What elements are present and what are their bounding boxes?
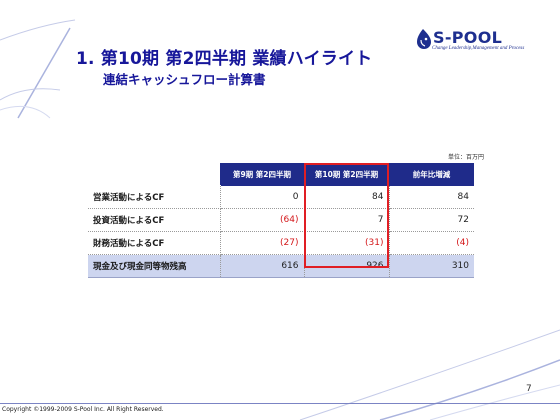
cell-change-value: 84 [389, 185, 474, 209]
cell-prev-value: (64) [220, 208, 305, 232]
cash-flow-table: 第9期 第2四半期 第10期 第2四半期 前年比増減 営業活動によるCF 0 8… [88, 163, 474, 278]
slide-title: 1. 第10期 第2四半期 業績ハイライト [76, 49, 373, 69]
cell-prev-value: (27) [220, 231, 305, 255]
company-logo-text: S-POOL [433, 28, 503, 47]
drop-logo-icon [417, 29, 431, 49]
table-row: 営業活動によるCF 0 84 84 [88, 185, 474, 209]
cell-prev-value: 616 [220, 254, 305, 278]
company-tagline: Change Leadership,Management and Process [432, 46, 525, 51]
table-total-row: 現金及び現金同等物残高 616 926 310 [88, 254, 474, 278]
header-cell-yoy-change: 前年比増減 [389, 163, 474, 186]
cell-current-value: 7 [304, 208, 390, 232]
cell-change-value: 72 [389, 208, 474, 232]
row-label: 財務活動によるCF [88, 231, 221, 255]
cell-change-value: 310 [389, 254, 474, 278]
copyright-text: Copyright ©1999-2009 S-Pool Inc. All Rig… [2, 406, 164, 413]
cell-current-value: 926 [304, 254, 390, 278]
row-label: 営業活動によるCF [88, 185, 221, 209]
table-row: 投資活動によるCF (64) 7 72 [88, 208, 474, 232]
table-row: 財務活動によるCF (27) (31) (4) [88, 231, 474, 255]
cell-change-value: (4) [389, 231, 474, 255]
page-number: 7 [526, 384, 532, 394]
slide-subtitle: 連結キャッシュフロー計算書 [103, 72, 266, 87]
cell-prev-value: 0 [220, 185, 305, 209]
cell-current-value: 84 [304, 185, 390, 209]
unit-label: 単位：百万円 [448, 154, 485, 161]
row-label: 投資活動によるCF [88, 208, 221, 232]
header-cell-blank [88, 163, 220, 186]
table-header-row: 第9期 第2四半期 第10期 第2四半期 前年比増減 [88, 163, 474, 186]
cell-current-value: (31) [304, 231, 390, 255]
row-label: 現金及び現金同等物残高 [88, 254, 221, 278]
header-cell-current-period: 第10期 第2四半期 [304, 163, 389, 186]
header-cell-prev-period: 第9期 第2四半期 [220, 163, 304, 186]
footer-divider [0, 403, 560, 404]
